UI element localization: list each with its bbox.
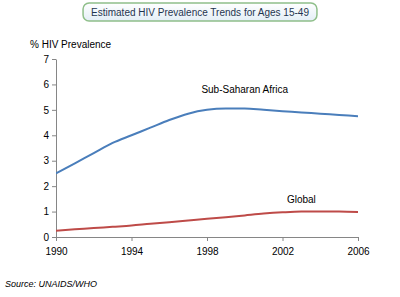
chart: Estimated HIV Prevalence Trends for Ages…	[0, 0, 400, 297]
y-tick: 6	[43, 79, 56, 90]
title-box: Estimated HIV Prevalence Trends for Ages…	[83, 3, 317, 21]
y-axis-line	[56, 60, 57, 238]
source-note: Source: UNAIDS/WHO	[5, 279, 97, 289]
y-tick-mark	[52, 84, 56, 85]
x-tick-label: 1994	[121, 246, 144, 257]
series-label: Global	[287, 194, 316, 205]
x-tick-label: 1990	[45, 246, 68, 257]
y-tick-label: 5	[43, 105, 49, 116]
y-tick: 5	[43, 105, 56, 116]
lines	[56, 109, 358, 231]
y-tick-mark	[52, 212, 56, 213]
y-tick-label: 6	[43, 79, 49, 90]
y-tick: 1	[43, 206, 56, 217]
x-tick-mark	[358, 237, 359, 241]
plot: 0 1 2 3 4 5 6 7 1990 1994 1998 2002 2006 Sub-Saharan …	[43, 54, 370, 257]
y-tick-mark	[52, 59, 56, 60]
y-tick-mark	[52, 110, 56, 111]
y-tick-mark	[52, 161, 56, 162]
y-tick: 4	[43, 130, 56, 141]
y-tick-label: 0	[43, 232, 49, 243]
y-tick-mark	[52, 237, 56, 238]
x-tick-label: 2002	[272, 246, 295, 257]
y-tick: 3	[43, 155, 56, 166]
y-tick: 2	[43, 181, 56, 192]
y-tick-label: 3	[43, 155, 49, 166]
x-tick-mark	[56, 237, 57, 241]
y-tick: 7	[43, 54, 56, 65]
x-tick: 2006	[347, 237, 370, 257]
title: Estimated HIV Prevalence Trends for Ages…	[91, 7, 309, 18]
series-label: Sub-Saharan Africa	[201, 84, 288, 95]
y-tick-label: 4	[43, 130, 49, 141]
x-tick-label: 1998	[196, 246, 219, 257]
y-tick-label: 2	[43, 181, 49, 192]
series-labels: Sub-Saharan Africa Global	[201, 84, 315, 205]
y-tick-label: 7	[43, 54, 49, 65]
y-tick-mark	[52, 186, 56, 187]
x-axis: 1990 1994 1998 2002 2006	[45, 237, 370, 257]
x-tick-label: 2006	[347, 246, 370, 257]
title-frame	[83, 3, 317, 21]
x-tick: 1998	[196, 237, 219, 257]
series-line	[56, 109, 358, 174]
y-axis-title: % HIV Prevalence	[30, 39, 112, 50]
series-line	[56, 212, 358, 231]
x-tick: 1994	[121, 237, 144, 257]
x-tick-mark	[207, 237, 208, 241]
y-tick-mark	[52, 135, 56, 136]
y-tick-label: 1	[43, 206, 49, 217]
x-tick-mark	[132, 237, 133, 241]
y-axis: 0 1 2 3 4 5 6 7	[43, 54, 56, 243]
x-tick: 1990	[45, 237, 68, 257]
x-tick-mark	[283, 237, 284, 241]
y-tick: 0	[43, 232, 56, 243]
x-tick: 2002	[272, 237, 295, 257]
